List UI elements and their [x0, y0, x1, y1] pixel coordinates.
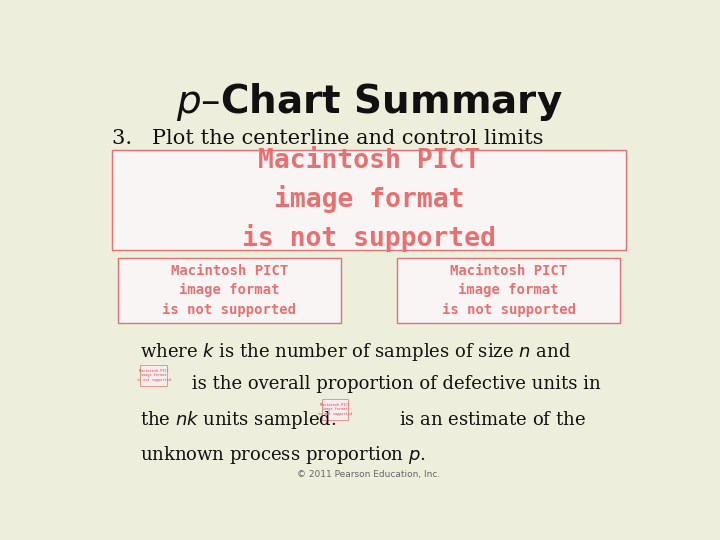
Text: Macintosh PICT
image format
is not supported: Macintosh PICT image format is not suppo… — [318, 403, 352, 416]
Text: the $nk$ units sampled.           is an estimate of the: the $nk$ units sampled. is an estimate o… — [140, 409, 586, 431]
Text: Macintosh PICT
image format
is not supported: Macintosh PICT image format is not suppo… — [137, 368, 171, 382]
Text: Macintosh PICT
image format
is not supported: Macintosh PICT image format is not suppo… — [441, 264, 575, 317]
FancyBboxPatch shape — [140, 364, 167, 386]
FancyBboxPatch shape — [118, 258, 341, 322]
Text: $p$–Chart Summary: $p$–Chart Summary — [176, 82, 562, 124]
FancyBboxPatch shape — [397, 258, 620, 322]
Text: Macintosh PICT
image format
is not supported: Macintosh PICT image format is not suppo… — [242, 148, 496, 252]
Text: Macintosh PICT
image format
is not supported: Macintosh PICT image format is not suppo… — [163, 264, 297, 317]
FancyBboxPatch shape — [112, 150, 626, 250]
FancyBboxPatch shape — [322, 399, 348, 420]
Text: 3.   Plot the centerline and control limits: 3. Plot the centerline and control limit… — [112, 129, 544, 149]
Text: is the overall proportion of defective units in: is the overall proportion of defective u… — [140, 375, 601, 394]
Text: unknown process proportion $p$.: unknown process proportion $p$. — [140, 443, 426, 465]
Text: © 2011 Pearson Education, Inc.: © 2011 Pearson Education, Inc. — [297, 469, 441, 478]
Text: where $k$ is the number of samples of size $n$ and: where $k$ is the number of samples of si… — [140, 341, 571, 363]
